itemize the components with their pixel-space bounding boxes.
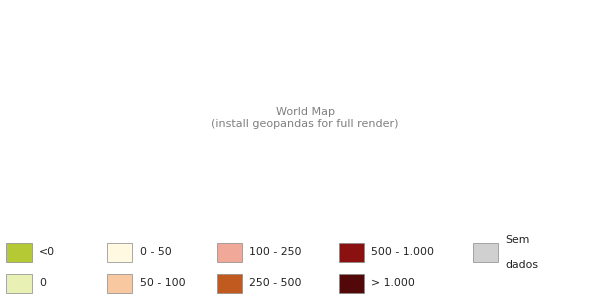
Bar bbox=[473, 243, 498, 262]
Bar bbox=[107, 243, 132, 262]
Text: <0: <0 bbox=[39, 248, 55, 257]
Bar bbox=[217, 274, 242, 293]
Bar bbox=[217, 243, 242, 262]
Text: 500 - 1.000: 500 - 1.000 bbox=[371, 248, 434, 257]
Text: > 1.000: > 1.000 bbox=[371, 278, 415, 289]
Text: 0: 0 bbox=[39, 278, 46, 289]
Bar bbox=[339, 243, 364, 262]
Bar bbox=[6, 243, 32, 262]
Bar bbox=[107, 274, 132, 293]
Text: dados: dados bbox=[506, 260, 539, 270]
Text: 0 - 50: 0 - 50 bbox=[140, 248, 171, 257]
Text: Sem: Sem bbox=[506, 235, 530, 244]
Bar bbox=[6, 274, 32, 293]
Text: World Map
(install geopandas for full render): World Map (install geopandas for full re… bbox=[211, 107, 399, 129]
Text: 250 - 500: 250 - 500 bbox=[249, 278, 302, 289]
Text: 50 - 100: 50 - 100 bbox=[140, 278, 185, 289]
Text: 100 - 250: 100 - 250 bbox=[249, 248, 302, 257]
Bar bbox=[339, 274, 364, 293]
